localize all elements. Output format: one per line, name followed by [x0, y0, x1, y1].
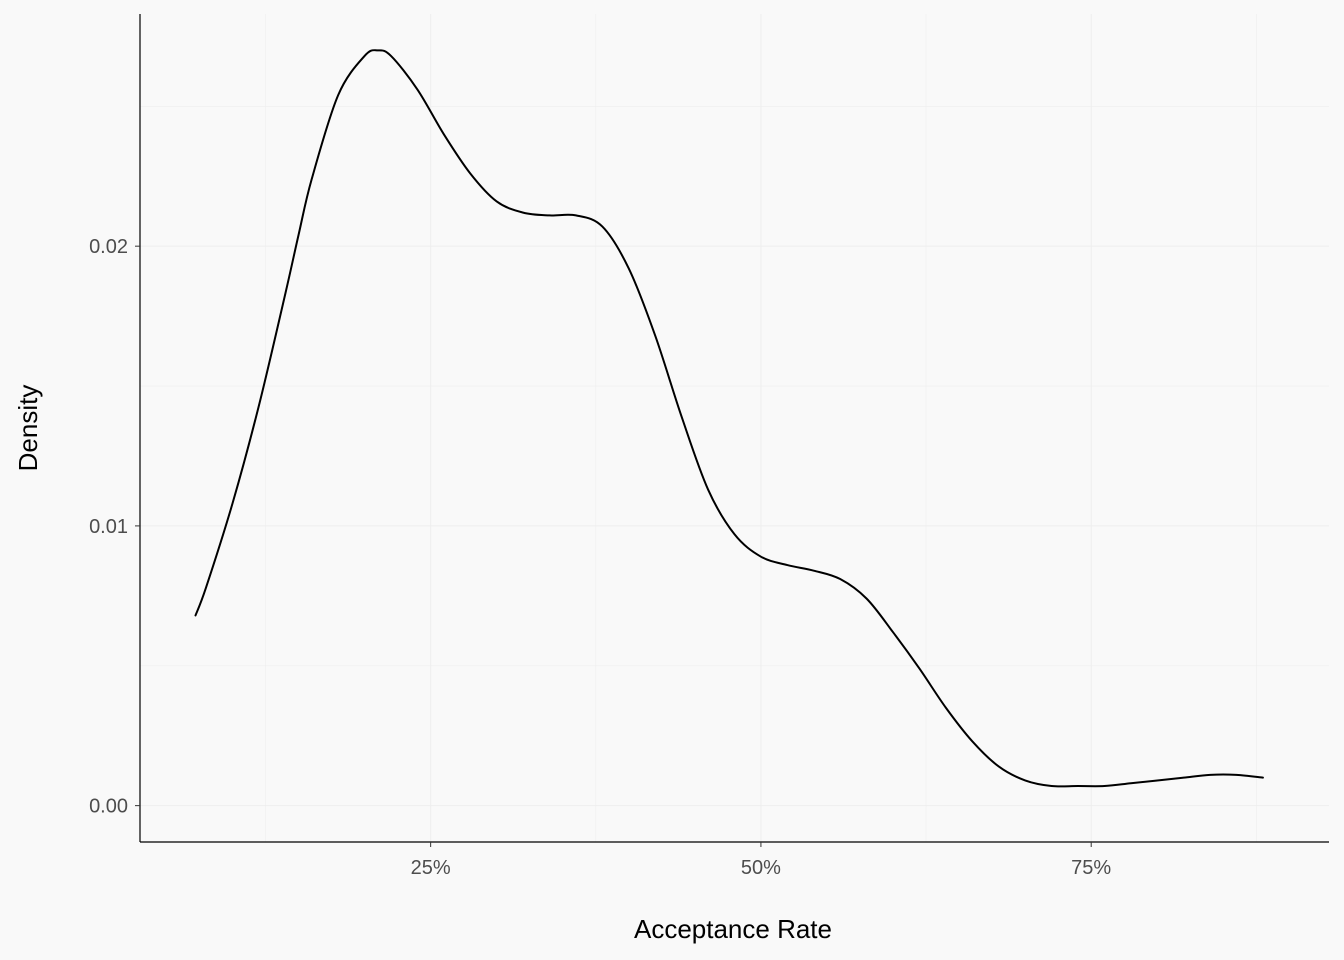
density-curve [194, 49, 1264, 788]
tick-labels: 25% 50% 75% 0.00 0.01 0.02 [89, 236, 1111, 879]
x-tick-label: 75% [1071, 857, 1111, 879]
y-tick-label: 0.00 [89, 796, 128, 818]
x-tick-label: 25% [411, 857, 451, 879]
y-axis-title: Density [13, 385, 43, 472]
x-tick-label: 50% [741, 857, 781, 879]
x-axis-title: Acceptance Rate [634, 914, 832, 944]
axes [139, 14, 1329, 843]
y-tick-label: 0.02 [89, 236, 128, 258]
y-tick-label: 0.01 [89, 516, 128, 538]
gridlines [140, 14, 1329, 842]
